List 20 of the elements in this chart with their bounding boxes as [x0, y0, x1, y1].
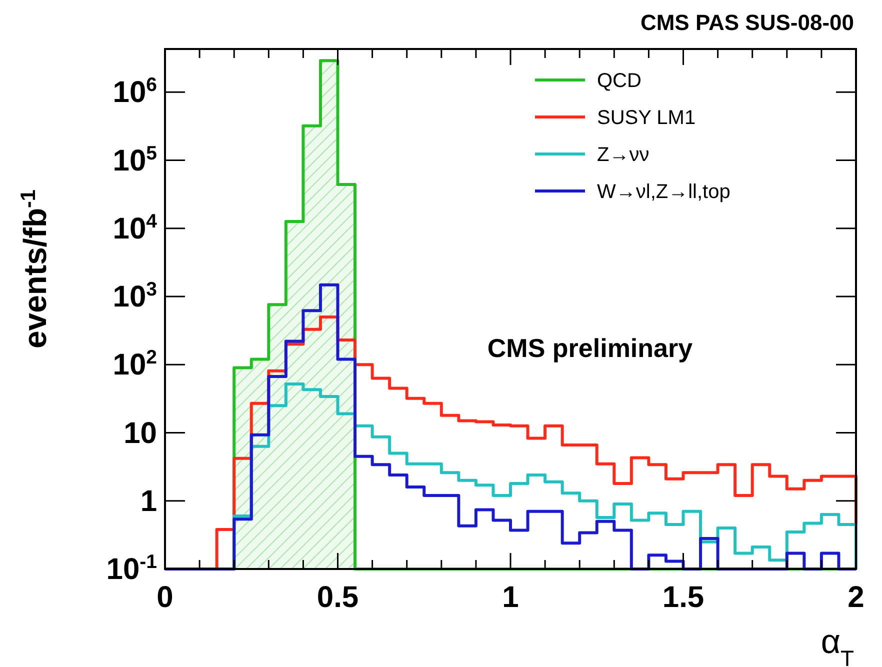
y-tick-label: 10$^{4}$: [112, 210, 158, 246]
chart-title: CMS PAS SUS-08-00: [640, 10, 854, 35]
y-tick-label: 10$^{2}$: [112, 346, 158, 382]
legend-label: W→νl,Z→ll,top: [597, 181, 730, 203]
y-tick-label: 10$^{-1}$: [106, 551, 158, 586]
y-tick-label: 10$^{5}$: [112, 142, 158, 178]
text: QCD: [597, 70, 642, 92]
x-tick-label: 1.5: [662, 581, 704, 614]
legend-label: Z→νν: [597, 144, 650, 166]
x-tick-label: 0.5: [316, 581, 359, 614]
y-tick-label: 10$^{6}$: [112, 74, 158, 110]
x-tick-label: 0: [156, 581, 174, 614]
legend-label: SUSY LM1: [597, 107, 696, 129]
y-tick-label: 1: [140, 484, 157, 518]
x-tick-label: 2: [848, 581, 864, 614]
y-tick-label: 10: [124, 416, 157, 450]
y-tick-label: 10$^{3}$: [112, 278, 158, 314]
annotation: CMS preliminary: [487, 333, 694, 363]
x-tick-label: 1: [502, 581, 519, 614]
x-axis-title: α$_{T}$: [820, 623, 854, 667]
